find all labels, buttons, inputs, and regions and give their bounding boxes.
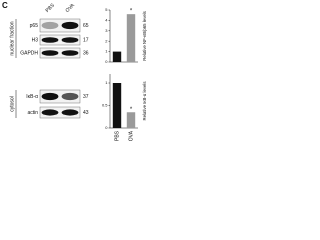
bar [112,83,122,128]
band [61,50,79,56]
significance-mark: * [130,9,133,15]
protein-label: IκB-α [26,94,38,100]
blot-strip [39,47,81,59]
band [61,109,79,116]
bar [126,112,136,128]
x-tick-label: OVA [128,130,134,141]
y-tick-label: 1 [105,49,108,54]
lane-label: OVA [65,2,77,14]
band [41,50,59,56]
section-label: nuclear fraction [9,21,15,55]
y-tick-label: 5 [105,7,108,12]
significance-mark: * [130,107,133,113]
kda-label: 65 [83,23,89,29]
blot-strip [39,106,81,119]
y-tick-label: 2 [105,38,108,43]
band [41,109,59,116]
protein-label: p65 [30,23,39,29]
kda-label: 43 [83,110,89,116]
kda-label: 37 [83,94,89,100]
figure: C PBS OVA nuclear fraction p65 65 H3 17 GAPDH 36… [2,1,147,141]
y-tick-label: 1 [105,80,108,85]
y-tick-label: 0.5 [102,103,108,108]
y-axis-label: Relative IκB-α levels [142,81,147,120]
band [41,37,59,43]
section-label: cytosol [9,96,15,112]
band [41,92,59,101]
x-tick-label: PBS [114,130,120,141]
blot-strip [39,34,81,46]
band [61,21,79,30]
band [61,37,79,43]
lane-label: PBS [45,2,57,14]
y-tick-label: 0 [105,59,108,64]
kda-label: 36 [83,50,89,56]
y-tick-label: 0 [105,125,108,130]
y-axis-label: Relative NF-κB/p65 levels [142,11,147,60]
band [41,21,59,30]
kda-label: 17 [83,37,89,43]
protein-label: actin [27,110,38,116]
bar [112,51,122,62]
protein-label: GAPDH [20,50,38,56]
panel-label: C [2,1,8,10]
y-tick-label: 3 [105,28,108,33]
y-tick-label: 4 [105,17,108,22]
band [61,92,79,101]
protein-label: H3 [32,37,39,43]
bar [126,14,136,62]
